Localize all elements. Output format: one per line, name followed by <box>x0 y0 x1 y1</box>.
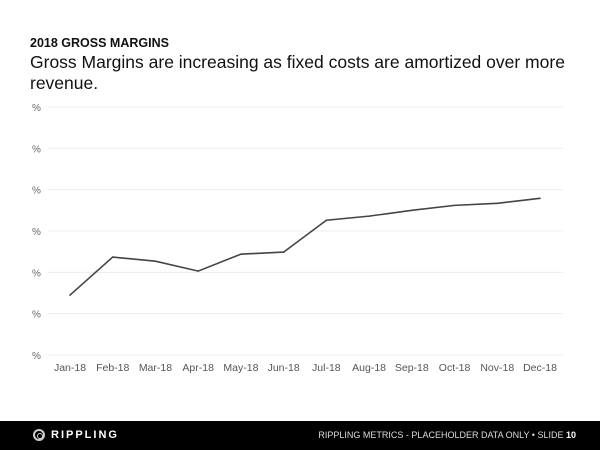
x-tick-label: Dec-18 <box>523 362 557 374</box>
x-tick-label: Feb-18 <box>96 362 129 374</box>
x-tick-label: Mar-18 <box>139 362 172 374</box>
y-tick-label: % <box>32 268 41 279</box>
data-point <box>240 253 242 255</box>
footer-caption-text: RIPPLING METRICS - PLACEHOLDER DATA ONLY… <box>318 430 564 440</box>
y-tick-label: % <box>32 310 41 321</box>
x-tick-label: Apr-18 <box>182 362 214 374</box>
series-line <box>69 197 541 296</box>
x-tick-label: May-18 <box>223 362 258 374</box>
x-tick-label: Nov-18 <box>480 362 514 374</box>
x-tick-label: Oct-18 <box>439 362 471 374</box>
y-tick-label: % <box>32 351 41 362</box>
x-tick-label: Aug-18 <box>352 362 386 374</box>
y-tick-label: % <box>32 144 41 155</box>
slide-number: 10 <box>565 430 576 440</box>
line-chart: %%%%%%% Jan-18 Feb-18 Mar-18 Apr-18 May-18 Jun… <box>32 103 563 374</box>
data-point <box>411 209 413 212</box>
data-point <box>453 204 456 207</box>
data-point <box>69 294 71 296</box>
x-tick-label: Jul-18 <box>312 362 341 374</box>
footer-bar: RIPPLING RIPPLING METRICS - PLACEHOLDER … <box>0 421 600 450</box>
data-point <box>282 251 285 253</box>
rippling-logo-icon <box>33 429 45 441</box>
data-point <box>197 270 199 272</box>
footer-caption: RIPPLING METRICS - PLACEHOLDER DATA ONLY… <box>318 430 576 440</box>
data-point <box>325 219 328 222</box>
data-point <box>368 215 370 217</box>
x-tick-label: Sep-18 <box>395 362 429 374</box>
x-tick-label: Jan-18 <box>54 362 86 374</box>
y-tick-label: % <box>32 103 41 114</box>
y-tick-label: % <box>32 227 41 238</box>
rippling-logo: RIPPLING <box>33 429 119 441</box>
logo-text: RIPPLING <box>51 429 119 441</box>
slide-headline: Gross Margins are increasing as fixed co… <box>30 52 565 93</box>
x-tick-label: Jun-18 <box>268 362 300 374</box>
data-point <box>154 260 157 262</box>
y-tick-label: % <box>32 186 41 197</box>
data-point <box>539 197 541 200</box>
data-point <box>496 202 499 205</box>
data-point <box>111 256 114 258</box>
slide-kicker: 2018 GROSS MARGINS <box>30 36 169 50</box>
